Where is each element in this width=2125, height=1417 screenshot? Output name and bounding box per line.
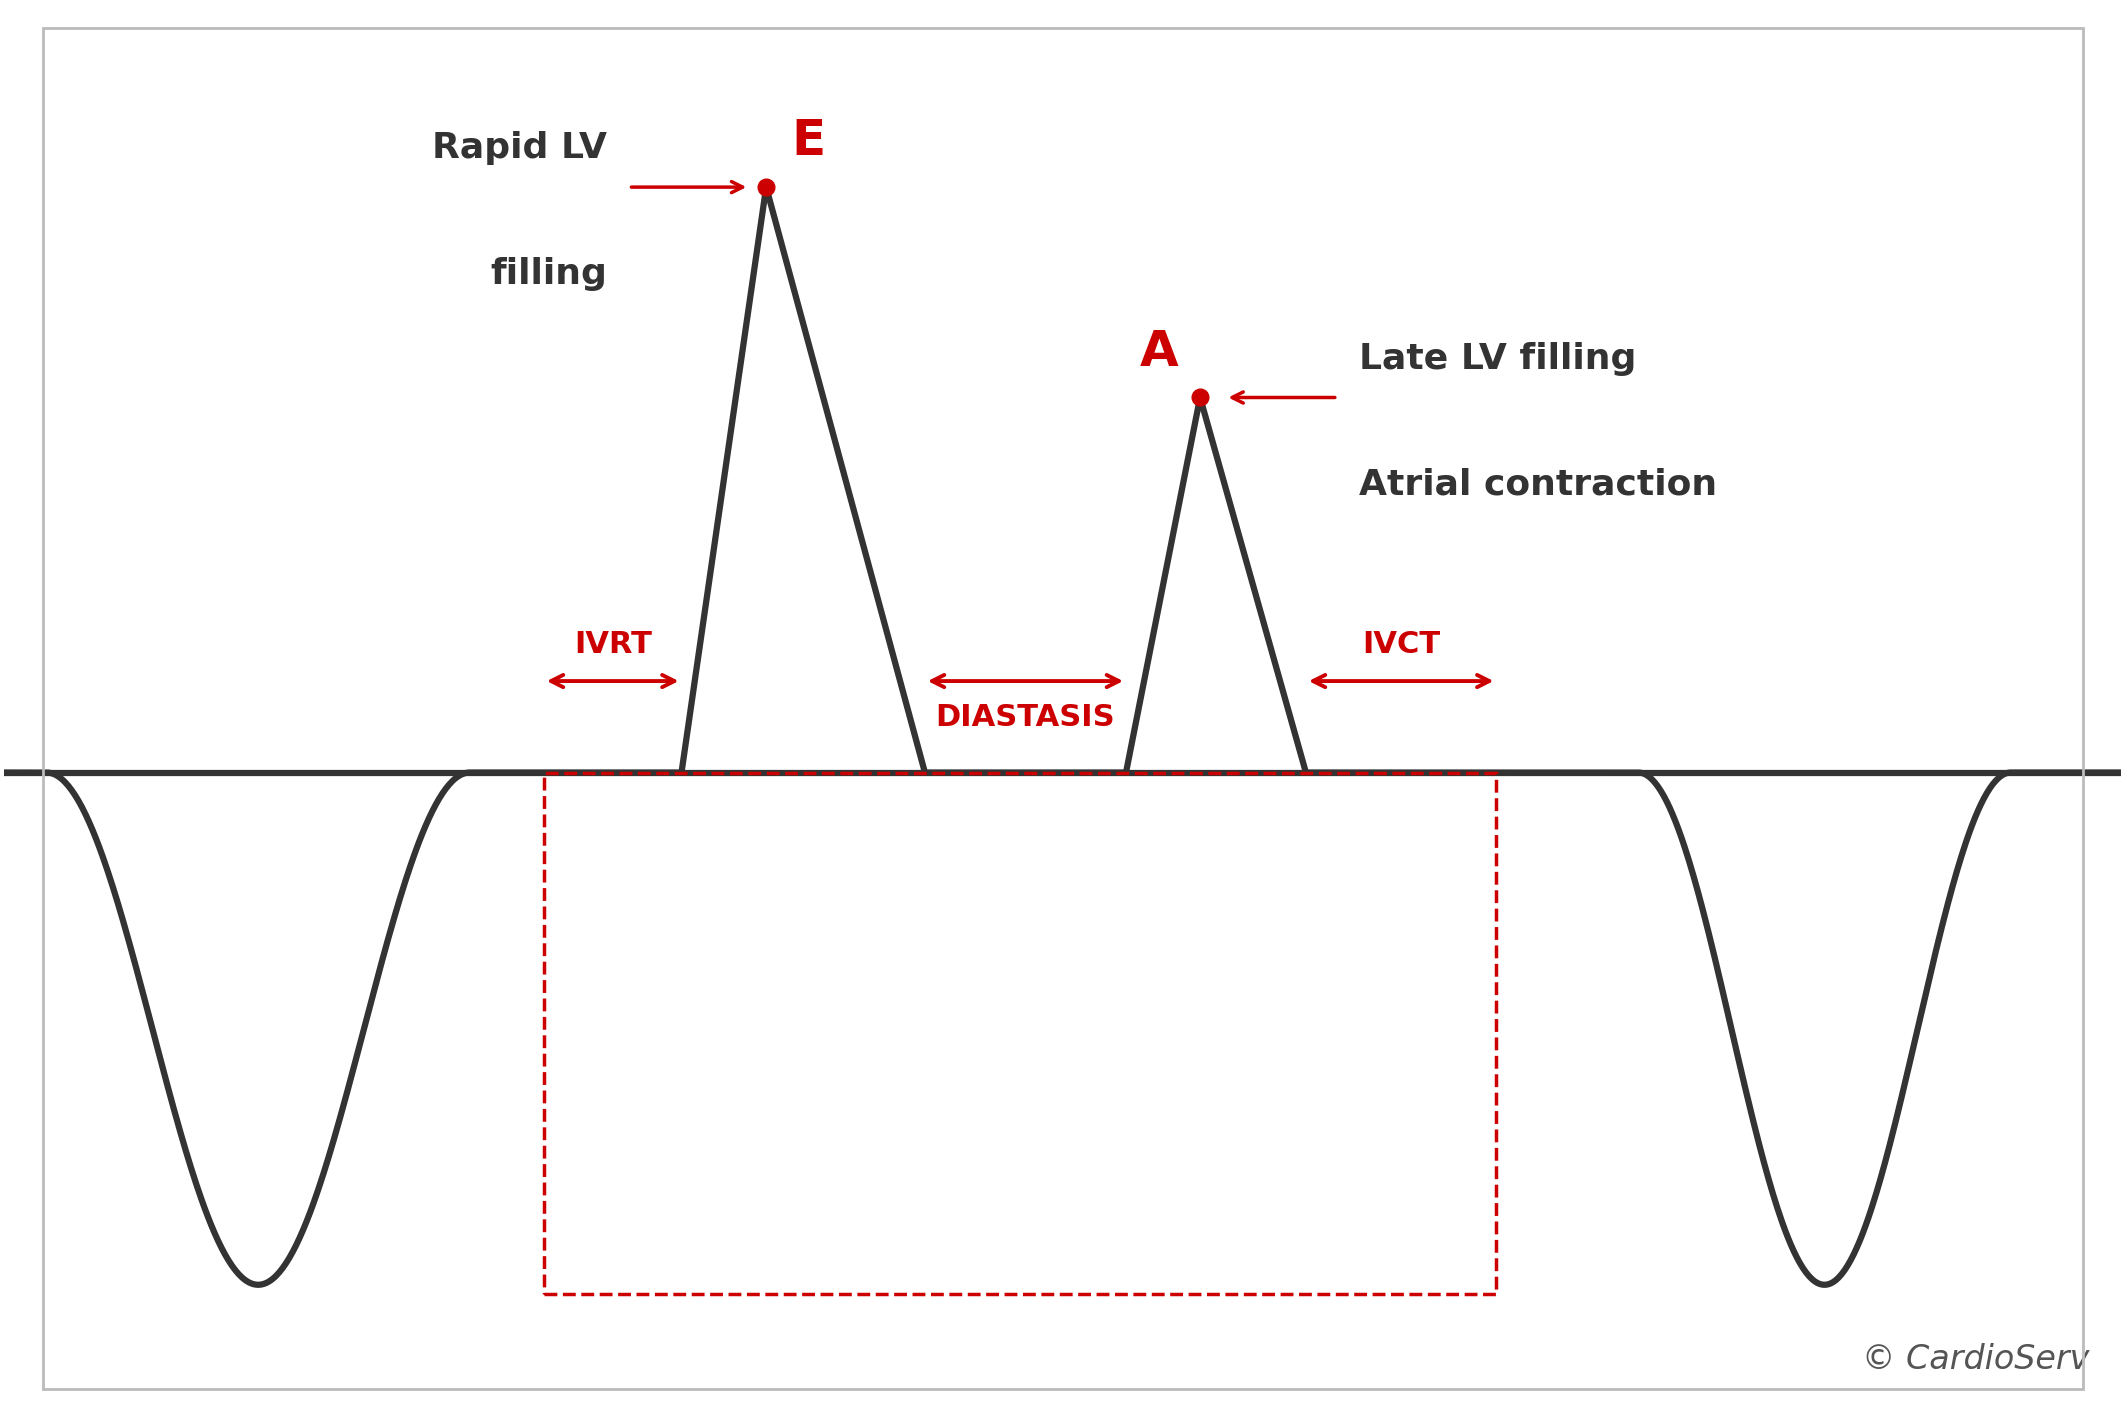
Text: A: A <box>1141 327 1179 376</box>
Text: Rapid LV: Rapid LV <box>431 132 608 166</box>
Text: filling: filling <box>491 256 608 290</box>
Text: DIASTASIS: DIASTASIS <box>935 703 1116 733</box>
Text: IVRT: IVRT <box>574 631 652 659</box>
Text: IVCT: IVCT <box>1362 631 1441 659</box>
Text: Atrial contraction: Atrial contraction <box>1358 468 1717 502</box>
Text: Late LV filling: Late LV filling <box>1358 341 1636 376</box>
Text: E: E <box>793 118 827 166</box>
Text: © CardioServ: © CardioServ <box>1862 1343 2089 1376</box>
Bar <box>544 772 1496 1294</box>
